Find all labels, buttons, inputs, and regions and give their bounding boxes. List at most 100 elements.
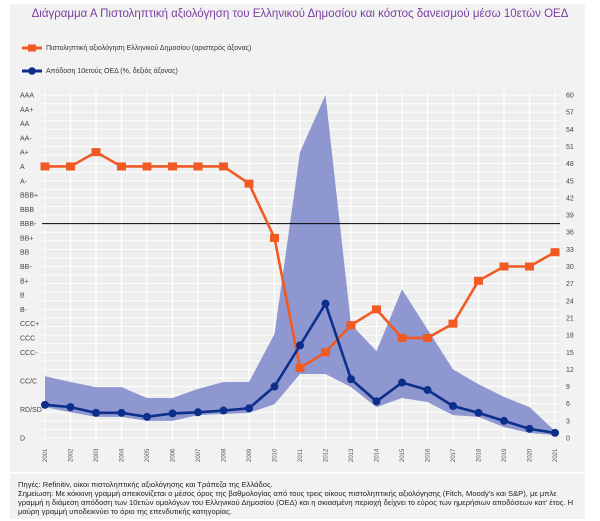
left-tick-label: RD/SD	[20, 407, 42, 414]
right-tick-label: 0	[566, 436, 570, 443]
x-tick-label: 2007	[196, 448, 202, 462]
yield-point	[245, 404, 253, 413]
left-tick-label: D	[20, 436, 25, 443]
legend-item-yield: Απόδοση 10ετούς ΟΕΔ (%, δεξιός άξονας)	[22, 67, 178, 75]
legend-label-rating: Πιστοληπτική αξιολόγηση Ελληνικού Δημοσί…	[46, 44, 252, 52]
x-tick-label: 2006	[171, 448, 177, 462]
yield-point	[219, 406, 228, 415]
right-tick-label: 18	[566, 333, 574, 340]
x-tick-label: 2004	[120, 448, 126, 462]
left-tick-label: B+	[20, 278, 29, 285]
yield-point	[143, 412, 151, 421]
right-tick-label: 57	[566, 110, 574, 117]
yield-point	[296, 341, 304, 350]
x-tick-label: 2011	[298, 448, 304, 462]
right-tick-label: 45	[566, 178, 574, 185]
right-tick-label: 33	[566, 247, 574, 254]
note-text: Σημείωση: Με κόκκινη γραμμή απεικονίζετα…	[18, 489, 574, 516]
left-tick-label: AA-	[20, 135, 32, 142]
right-tick-label: 48	[566, 161, 574, 168]
yield-point	[41, 400, 49, 409]
x-tick-label: 2013	[349, 448, 355, 462]
yield-point	[321, 299, 330, 308]
legend-yield-swatch-icon	[22, 67, 42, 75]
right-tick-label: 51	[566, 144, 574, 151]
right-tick-label: 3	[566, 418, 570, 425]
right-tick-label: 21	[566, 315, 574, 322]
rating-point	[550, 248, 560, 257]
right-tick-label: 9	[566, 384, 570, 391]
notes-panel: Πηγές: Refinitiv, οίκοι πιστοληπτικής αξ…	[10, 474, 585, 519]
right-tick-label: 42	[566, 195, 574, 202]
rating-point	[448, 319, 458, 328]
left-tick-label: CCC-	[20, 350, 38, 357]
chart-svg: AAAAA+AAAA-A+AA-BBB+BBBBBB-BB+BBBB-B+BB-…	[20, 91, 574, 462]
x-tick-label: 2015	[400, 448, 406, 462]
yield-series	[41, 299, 559, 437]
left-tick-label: BB+	[20, 235, 33, 242]
right-tick-label: 30	[566, 264, 574, 271]
yield-point	[270, 382, 279, 391]
yield-point	[449, 401, 457, 410]
left-tick-label: A+	[20, 150, 29, 157]
x-tick-label: 2018	[477, 448, 483, 462]
right-tick-label: 6	[566, 401, 570, 408]
chart-title: Διάγραμμα Α Πιστοληπτική αξιολόγηση του …	[31, 8, 569, 20]
left-tick-label: B-	[20, 307, 28, 314]
x-tick-label: 2016	[426, 448, 432, 462]
rating-point	[474, 276, 483, 285]
rating-point	[168, 162, 177, 171]
yield-point	[117, 408, 126, 417]
rating-point	[219, 162, 228, 171]
right-tick-label: 36	[566, 230, 574, 237]
left-tick-label: AA+	[20, 107, 33, 114]
rating-point	[270, 233, 279, 242]
left-tick-label: A-	[20, 178, 28, 185]
rating-point	[142, 162, 152, 171]
right-tick-label: 12	[566, 367, 574, 374]
yield-point	[474, 408, 483, 417]
yield-point	[398, 378, 406, 387]
legend-item-rating: Πιστοληπτική αξιολόγηση Ελληνικού Δημοσί…	[22, 44, 251, 52]
legend-label-yield: Απόδοση 10ετούς ΟΕΔ (%, δεξιός άξονας)	[46, 67, 178, 75]
x-tick-label: 2021	[553, 448, 559, 462]
rating-point	[193, 162, 203, 171]
rating-point	[244, 179, 254, 188]
x-tick-label: 2002	[69, 448, 75, 462]
rating-point	[321, 348, 330, 357]
yield-point	[66, 403, 75, 412]
x-axis-ticks: 2001 2002 2003 2004 2005 2006 2007 2008 2009 2010…	[43, 448, 559, 462]
x-tick-label: 2017	[451, 448, 457, 462]
left-tick-label: BBB-	[20, 221, 37, 228]
left-axis-ticks: AAAAA+AAAA-A+AA-BBB+BBBBBB-BB+BBBB-B+BB-…	[20, 93, 42, 443]
left-tick-label: CCC	[20, 335, 35, 342]
yield-point	[168, 409, 177, 418]
rating-point	[423, 333, 432, 342]
left-tick-label: AA	[20, 121, 30, 128]
left-tick-label: B	[20, 293, 25, 300]
left-tick-label: AAA	[20, 93, 34, 100]
yield-range-band	[45, 95, 555, 436]
rating-point	[525, 262, 534, 271]
x-tick-label: 2014	[375, 448, 381, 462]
source-text: Πηγές: Refinitiv, οίκοι πιστοληπτικής αξ…	[18, 480, 273, 489]
left-tick-label: BBB+	[20, 193, 38, 200]
rating-point	[372, 305, 381, 314]
x-tick-label: 2019	[502, 448, 508, 462]
left-tick-label: CCC+	[20, 321, 39, 328]
x-tick-label: 2009	[247, 448, 253, 462]
right-tick-label: 60	[566, 93, 574, 100]
x-tick-label: 2003	[94, 448, 100, 462]
right-tick-label: 39	[566, 213, 574, 220]
x-tick-label: 2005	[145, 448, 151, 462]
rating-point	[499, 262, 509, 271]
yield-point	[347, 375, 355, 384]
yield-point	[525, 424, 534, 433]
yield-point	[92, 408, 100, 417]
rating-series	[40, 148, 560, 372]
x-tick-label: 2001	[43, 448, 49, 462]
yield-point	[372, 397, 381, 406]
rating-point	[117, 162, 126, 171]
left-tick-label: CC/C	[20, 378, 37, 385]
